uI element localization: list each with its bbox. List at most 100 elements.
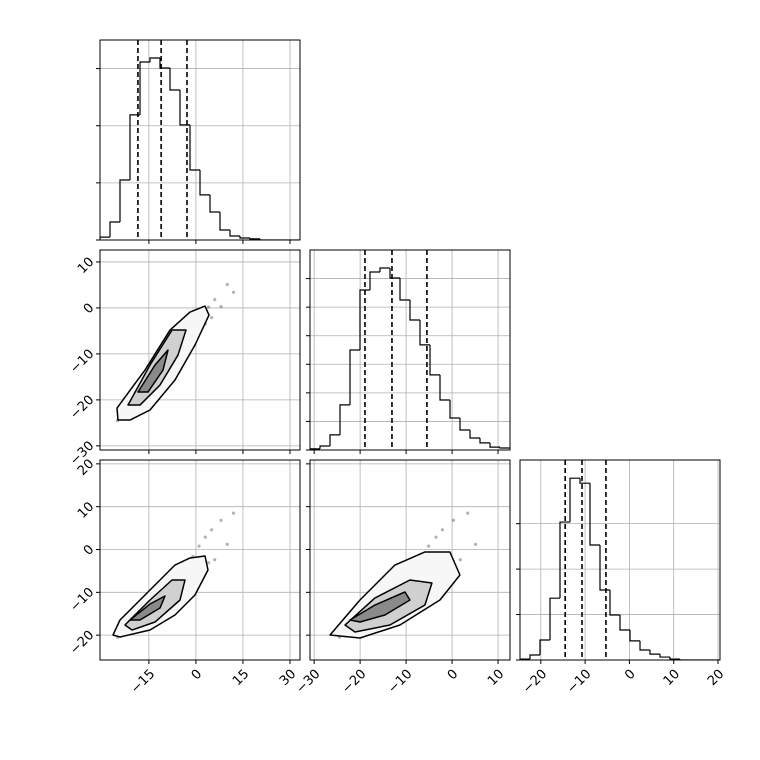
density-contour — [349, 591, 411, 623]
sample-point — [203, 535, 207, 539]
hist-bin — [349, 349, 360, 405]
sample-point — [440, 528, 445, 532]
hist-bin — [259, 238, 270, 240]
hist-bin — [479, 438, 490, 444]
hist-bin — [559, 521, 570, 599]
x-tick-label: −15 — [128, 667, 158, 697]
hist-bin — [459, 418, 470, 431]
hist-bin — [589, 483, 600, 546]
sample-point — [197, 544, 201, 548]
hist-bin — [359, 289, 370, 350]
y-tick-label: 10 — [75, 255, 97, 277]
y-tick-label: −20 — [67, 628, 97, 658]
panel-frame — [99, 249, 301, 451]
x-tick-label: −20 — [520, 667, 550, 697]
sample-point — [451, 518, 456, 522]
hist-bin — [239, 236, 250, 239]
sample-point — [231, 290, 236, 294]
y-tick-label: 10 — [75, 499, 97, 521]
y-tick-label: −10 — [67, 347, 97, 377]
sample-point — [219, 518, 223, 522]
hist-bin — [409, 300, 420, 321]
hist-bin — [339, 404, 350, 435]
hist-bin — [169, 68, 180, 91]
hist-bin — [439, 374, 450, 401]
sample-point — [225, 542, 229, 546]
sample-point — [213, 558, 217, 562]
hist-bin — [499, 447, 510, 450]
hist-bin — [189, 124, 200, 171]
hist-bin — [100, 236, 110, 240]
hist-bin — [369, 271, 380, 290]
hist-bin — [129, 114, 140, 180]
sample-point — [219, 304, 223, 309]
y-tick-label: 0 — [81, 542, 97, 558]
hist-bin — [549, 597, 560, 640]
x-tick-label: 15 — [230, 667, 252, 689]
hist-bin — [149, 57, 160, 62]
hist-bin — [469, 430, 480, 439]
hist-bin — [639, 640, 650, 651]
hist-bin — [219, 212, 230, 231]
hist-bin — [619, 615, 630, 631]
x-tick-label: 0 — [445, 667, 461, 683]
hist-bin — [539, 639, 550, 655]
hist-bin — [399, 278, 410, 301]
x-tick-label: 10 — [661, 667, 683, 689]
hist-bin — [310, 448, 320, 450]
hist-bin — [329, 434, 340, 446]
hist-bin — [599, 545, 610, 591]
y-tick-label: −10 — [67, 585, 97, 615]
panel-frame — [99, 459, 301, 661]
hist-bin — [319, 445, 330, 449]
x-tick-label: −10 — [564, 667, 594, 697]
x-tick-label: −10 — [385, 667, 415, 697]
hist-bin — [629, 630, 640, 642]
hist-bin — [449, 400, 460, 419]
plot-area — [520, 460, 720, 660]
panel — [306, 249, 511, 454]
hist-bin — [679, 659, 690, 660]
x-tick-label: −30 — [293, 667, 323, 697]
sample-point — [458, 558, 462, 562]
panel-frame — [99, 39, 301, 241]
panel — [96, 39, 301, 244]
hist-bin — [419, 320, 430, 346]
hist-bin — [159, 58, 170, 69]
sample-point — [206, 305, 211, 309]
hist-bin — [429, 344, 440, 376]
plot-area — [329, 511, 478, 639]
hist-bin — [489, 442, 500, 448]
plot-area — [115, 282, 236, 423]
hist-bin — [179, 90, 190, 126]
sample-point — [209, 315, 214, 320]
hist-bin — [529, 654, 540, 660]
sample-point — [466, 511, 470, 515]
hist-bin — [139, 61, 150, 115]
hist-bin — [249, 238, 260, 240]
hist-bin — [109, 221, 120, 238]
x-tick-label: 10 — [485, 667, 507, 689]
x-tick-label: 0 — [622, 667, 638, 683]
sample-point — [427, 544, 431, 548]
sample-point — [209, 528, 214, 532]
y-tick-label: −20 — [67, 393, 97, 423]
hist-bin — [669, 657, 680, 660]
sample-point — [231, 511, 236, 515]
hist-bin — [569, 477, 580, 523]
y-tick-label: 0 — [81, 301, 97, 317]
hist-bin — [649, 650, 660, 655]
panel-frame — [309, 459, 511, 661]
x-tick-label: 20 — [705, 667, 727, 689]
sample-point — [206, 561, 211, 565]
hist-bin — [389, 268, 400, 279]
sample-point — [434, 535, 438, 539]
hist-bin — [229, 230, 240, 237]
plot-area — [100, 40, 300, 240]
panel: −20 −10 0 10 20 — [516, 459, 727, 697]
hist-bin — [119, 179, 130, 222]
sample-point — [213, 298, 217, 302]
